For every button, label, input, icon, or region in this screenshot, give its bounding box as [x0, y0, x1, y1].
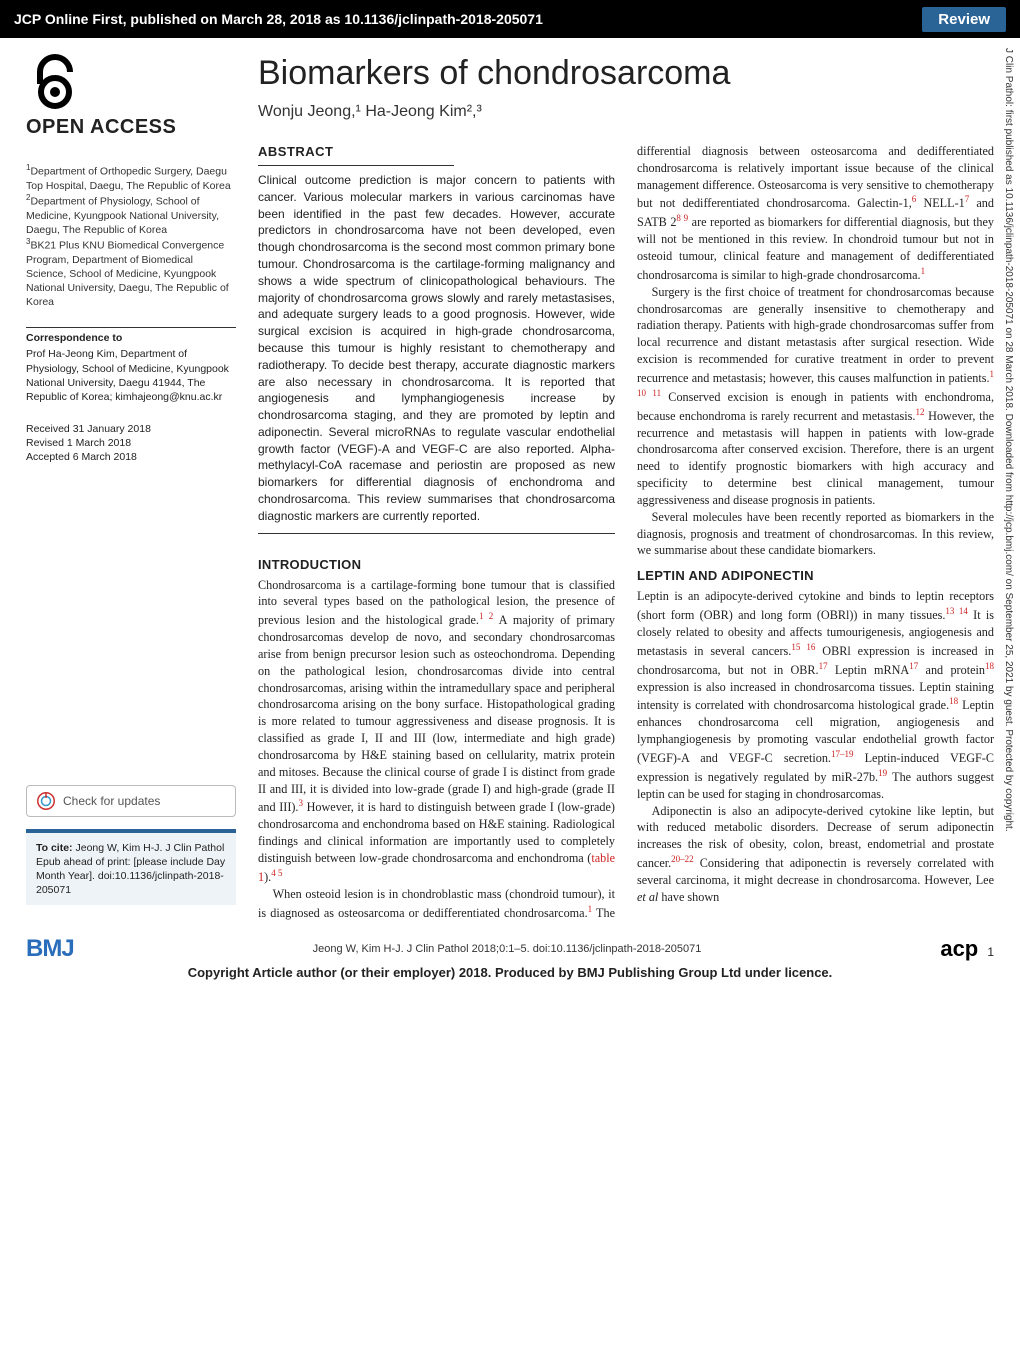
- page-footer: BMJ Jeong W, Kim H-J. J Clin Pathol 2018…: [0, 931, 1020, 988]
- dates-block: Received 31 January 2018 Revised 1 March…: [26, 422, 236, 465]
- ref-8-9[interactable]: 8 9: [676, 213, 688, 223]
- ref-18a[interactable]: 18: [985, 661, 994, 671]
- intro-heading: INTRODUCTION: [258, 556, 615, 574]
- affiliation-3: BK21 Plus KNU Biomedical Convergence Pro…: [26, 239, 229, 308]
- intro-paragraph-1: Chondrosarcoma is a cartilage-forming bo…: [258, 577, 615, 886]
- ref-19[interactable]: 19: [878, 768, 887, 778]
- vertical-rights-text: J Clin Pathol: first published as 10.113…: [998, 48, 1014, 1288]
- intro-p2d: NELL-1: [916, 197, 964, 211]
- leptin-paragraph-2: Adiponectin is also an adipocyte-derived…: [637, 803, 994, 906]
- leptin-heading: LEPTIN AND ADIPONECTIN: [637, 567, 994, 585]
- open-access-icon: [26, 54, 84, 112]
- ref-20-22[interactable]: 20–22: [671, 854, 694, 864]
- leptin-p1f: expression is also increased in chondros…: [637, 680, 994, 713]
- leptin-p1a: Leptin is an adipocyte-derived cytokine …: [637, 589, 994, 622]
- cite-lead: To cite:: [36, 842, 73, 854]
- ref-13-14[interactable]: 13 14: [945, 606, 967, 616]
- leptin-p2c: et al: [637, 890, 658, 904]
- affiliations-block: 1Department of Orthopedic Surgery, Daegu…: [26, 163, 236, 309]
- abstract-body: Clinical outcome prediction is major con…: [258, 172, 615, 534]
- article-title: Biomarkers of chondrosarcoma: [258, 54, 994, 93]
- ref-4-5[interactable]: 4 5: [271, 868, 282, 878]
- ref-1-2[interactable]: 1 2: [479, 611, 493, 621]
- acp-logo: acp: [940, 936, 978, 961]
- intro-p2a: When osteoid lesion is in chondroblastic…: [258, 887, 615, 920]
- open-access-badge: OPEN ACCESS: [26, 54, 236, 139]
- intro-p3c: However, the recurrence and metastasis w…: [637, 409, 994, 507]
- top-bar: JCP Online First, published on March 28,…: [0, 0, 1020, 38]
- accepted-date: Accepted 6 March 2018: [26, 450, 236, 464]
- online-first-text: JCP Online First, published on March 28,…: [14, 11, 543, 27]
- revised-date: Revised 1 March 2018: [26, 436, 236, 450]
- affiliation-1: Department of Orthopedic Surgery, Daegu …: [26, 166, 231, 192]
- intro-paragraph-4: Several molecules have been recently rep…: [637, 509, 994, 559]
- footer-citation: Jeong W, Kim H-J. J Clin Pathol 2018;0:1…: [74, 943, 941, 955]
- correspondence-block: Correspondence to Prof Ha-Jeong Kim, Dep…: [26, 327, 236, 404]
- leptin-paragraph-1: Leptin is an adipocyte-derived cytokine …: [637, 588, 994, 802]
- review-badge: Review: [922, 7, 1006, 32]
- ref-1b[interactable]: 1: [921, 266, 926, 276]
- intro-p3a: Surgery is the first choice of treatment…: [637, 285, 994, 385]
- ref-17b[interactable]: 17: [909, 661, 918, 671]
- correspondence-body: Prof Ha-Jeong Kim, Department of Physiol…: [26, 348, 229, 403]
- ref-17a[interactable]: 17: [819, 661, 828, 671]
- correspondence-label: Correspondence to: [26, 327, 236, 345]
- ref-17-19[interactable]: 17–19: [831, 749, 854, 759]
- bmj-logo: BMJ: [26, 935, 74, 963]
- ref-15-16[interactable]: 15 16: [791, 642, 815, 652]
- two-column-body: ABSTRACT Clinical outcome prediction is …: [258, 143, 994, 921]
- cite-box: To cite: Jeong W, Kim H-J. J Clin Pathol…: [26, 829, 236, 906]
- intro-paragraph-3: Surgery is the first choice of treatment…: [637, 284, 994, 509]
- intro-p1b: A majority of primary chondrosarcomas de…: [258, 613, 615, 814]
- intro-p2f: are reported as biomarkers for different…: [637, 215, 994, 282]
- leptin-p1d: Leptin mRNA: [828, 663, 910, 677]
- intro-p1c: However, it is hard to distinguish betwe…: [258, 801, 615, 865]
- check-updates-button[interactable]: Check for updates: [26, 785, 236, 817]
- leptin-p1e: and protein: [918, 663, 985, 677]
- footer-copyright: Copyright Article author (or their emplo…: [26, 965, 994, 980]
- ref-18b[interactable]: 18: [949, 696, 958, 706]
- page-number: 1: [987, 945, 994, 959]
- affiliation-2: Department of Physiology, School of Medi…: [26, 195, 219, 235]
- authors-line: Wonju Jeong,¹ Ha-Jeong Kim²,³: [258, 103, 994, 121]
- received-date: Received 31 January 2018: [26, 422, 236, 436]
- open-access-label: OPEN ACCESS: [26, 116, 236, 139]
- leptin-p2d: have shown: [658, 890, 719, 904]
- crossmark-icon: [37, 792, 55, 810]
- check-updates-label: Check for updates: [63, 794, 160, 808]
- abstract-heading: ABSTRACT: [258, 143, 615, 161]
